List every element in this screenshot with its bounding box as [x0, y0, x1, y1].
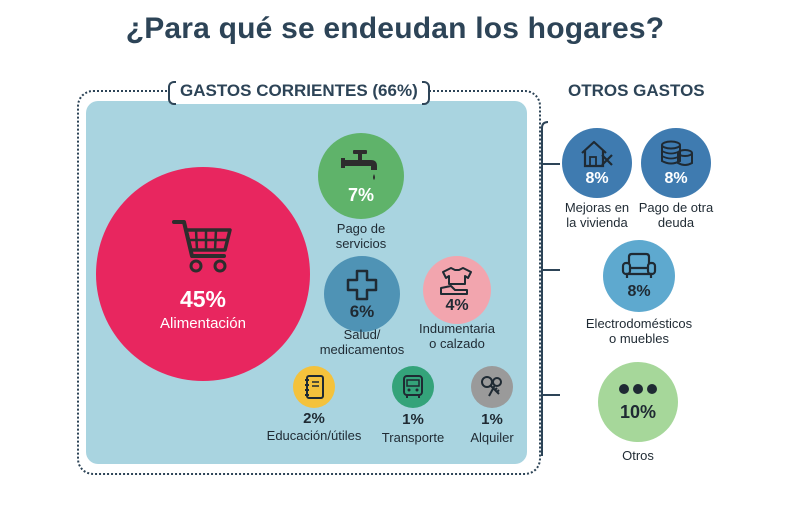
current-expenses-heading: GASTOS CORRIENTES (66%)	[168, 78, 430, 105]
salud-percent: 6%	[349, 301, 375, 321]
ellipsis-icon	[619, 384, 657, 394]
coins-icon	[661, 140, 693, 166]
page-title: ¿Para qué se endeudan los hogares?	[125, 12, 665, 45]
faucet-icon	[341, 150, 377, 180]
other-expenses-bracket	[541, 121, 560, 456]
otra-deuda-percent: 8%	[664, 170, 688, 187]
alquiler-label: Alquiler	[470, 430, 514, 445]
medical-cross-icon	[346, 269, 378, 300]
bubble-educacion	[293, 366, 335, 408]
bubble-electro: 8%	[603, 240, 675, 312]
otros-percent: 10%	[619, 402, 657, 422]
otra-deuda-label: Pago de otra deuda	[638, 200, 714, 230]
transporte-label: Transporte	[381, 430, 445, 445]
bus-icon	[403, 375, 423, 398]
house-tools-icon	[581, 140, 613, 168]
electro-percent: 8%	[627, 283, 651, 300]
bubble-transporte	[392, 366, 434, 408]
keys-icon	[481, 376, 502, 397]
salud-label: Salud/ medicamentos	[319, 327, 405, 357]
mejoras-label: Mejoras en la vivienda	[564, 200, 630, 230]
bubble-mejoras: 8%	[562, 128, 632, 198]
notebook-icon	[305, 375, 324, 399]
educacion-label: Educación/útiles	[266, 428, 362, 443]
bubble-indumentaria: 4%	[423, 256, 491, 324]
servicios-percent: 7%	[347, 185, 374, 205]
alimentacion-percent: 45%	[179, 286, 227, 312]
bubble-alimentacion: 45% Alimentación	[96, 167, 310, 381]
bubble-salud: 6%	[324, 256, 400, 332]
alquiler-percent: 1%	[481, 411, 503, 428]
bubble-otra-deuda: 8%	[641, 128, 711, 198]
electro-label: Electrodomésticos o muebles	[585, 316, 693, 346]
alimentacion-label: Alimentación	[160, 315, 246, 332]
transporte-percent: 1%	[402, 411, 424, 428]
armchair-icon	[621, 252, 657, 278]
clothing-icon	[440, 267, 472, 295]
bubble-servicios: 7%	[318, 133, 404, 219]
indumentaria-label: Indumentaria o calzado	[419, 321, 495, 351]
indumentaria-percent: 4%	[445, 297, 469, 314]
servicios-label: Pago de servicios	[335, 221, 387, 251]
bubble-otros: 10%	[598, 362, 678, 442]
otros-label: Otros	[622, 448, 654, 463]
mejoras-percent: 8%	[585, 170, 609, 187]
bubble-alquiler	[471, 366, 513, 408]
educacion-percent: 2%	[303, 410, 325, 427]
shopping-cart-icon	[172, 220, 232, 273]
other-expenses-heading: OTROS GASTOS	[568, 81, 705, 100]
